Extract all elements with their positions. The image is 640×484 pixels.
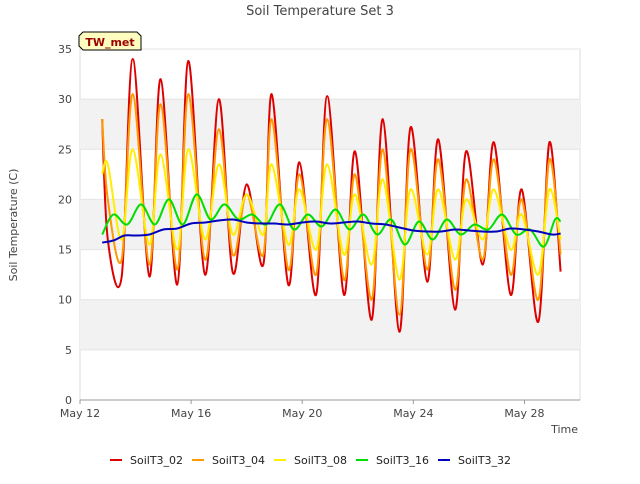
legend-label: SoilT3_32 <box>458 454 511 467</box>
series-line-soilt3-02 <box>101 58 562 333</box>
series-line-soilt3-32 <box>101 218 561 244</box>
x-tick-label: May 12 <box>60 407 100 420</box>
badge-box <box>78 31 142 51</box>
y-tick-label: 0 <box>65 394 72 407</box>
y-tick-label: 30 <box>58 93 72 106</box>
legend-item: SoilT3_04 <box>192 454 265 467</box>
x-axis-title: Time <box>550 423 578 436</box>
legend-item: SoilT3_32 <box>438 454 511 467</box>
y-tick-label: 10 <box>58 294 72 307</box>
badge: TW_met <box>78 31 142 51</box>
legend-label: SoilT3_02 <box>130 454 183 467</box>
x-tick-label: May 24 <box>393 407 433 420</box>
y-tick-label: 5 <box>65 344 72 357</box>
y-axis-title: Soil Temperature (C) <box>7 169 20 282</box>
y-tick-label: 20 <box>58 193 72 206</box>
legend-item: SoilT3_02 <box>110 454 183 467</box>
y-tick-label: 25 <box>58 143 72 156</box>
legend-item: SoilT3_16 <box>356 454 429 467</box>
y-tick-label: 15 <box>58 244 72 257</box>
legend-label: SoilT3_04 <box>212 454 265 467</box>
x-tick-label: May 20 <box>282 407 322 420</box>
legend-label: SoilT3_16 <box>376 454 429 467</box>
grid-band <box>80 299 580 350</box>
series-line-soilt3-08 <box>101 148 562 281</box>
legend-item: SoilT3_08 <box>274 454 347 467</box>
x-tick-label: May 28 <box>504 407 544 420</box>
chart-title: Soil Temperature Set 3 <box>246 4 394 19</box>
x-tick-label: May 16 <box>171 407 211 420</box>
legend-label: SoilT3_08 <box>294 454 347 467</box>
y-tick-label: 35 <box>58 43 72 56</box>
series-line-soilt3-16 <box>101 193 562 248</box>
badge-label: TW_met <box>85 36 134 49</box>
